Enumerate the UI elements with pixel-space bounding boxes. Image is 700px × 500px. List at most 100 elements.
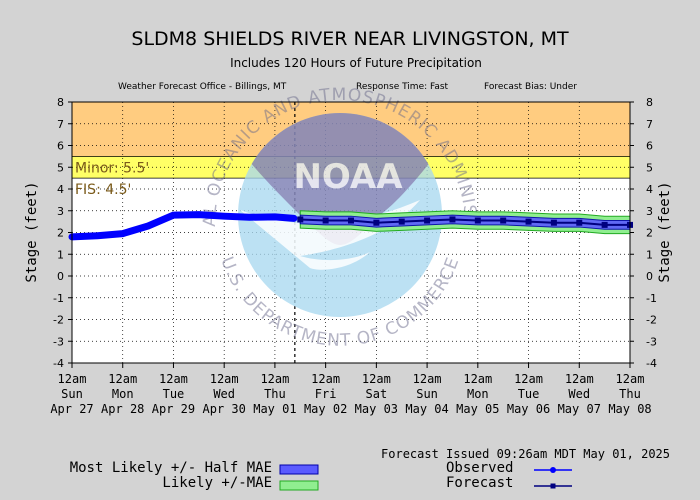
x-tick-date: May 03 — [355, 402, 398, 416]
y-tick-label-right: 3 — [646, 205, 653, 218]
x-tick-time: 12am — [159, 372, 188, 386]
y-tick-label-right: 8 — [646, 96, 653, 109]
y-tick-label-left: 7 — [57, 118, 64, 131]
x-tick-day: Sat — [366, 387, 388, 401]
forecast-office: Weather Forecast Office - Billings, MT — [118, 82, 287, 92]
forecast-point — [449, 216, 456, 223]
forecast-line — [299, 218, 631, 226]
observed-point — [170, 212, 176, 218]
forecast-point — [398, 218, 405, 225]
y-tick-label-left: -2 — [53, 314, 64, 327]
legend-marker-forecast — [550, 483, 556, 489]
y-tick-label-left: 6 — [57, 140, 64, 153]
x-tick-date: May 02 — [304, 402, 347, 416]
y-tick-label-left: 4 — [57, 183, 64, 196]
forecast-point — [297, 216, 304, 223]
legend-swatch-half-mae — [279, 464, 319, 475]
x-tick-time: 12am — [514, 372, 543, 386]
legend-label-observed: Observed — [446, 460, 513, 476]
y-tick-label-left: -4 — [53, 357, 64, 370]
forecast-point — [424, 217, 431, 224]
y-tick-label-right: 7 — [646, 118, 653, 131]
x-tick-time: 12am — [260, 372, 289, 386]
y-tick-label-right: -3 — [646, 335, 657, 348]
x-tick-day: Tue — [163, 387, 185, 401]
y-tick-labels: -4 -4 -3 -3 -2 -2 -1 -1 0 0 1 1 2 2 3 3 4 4 5 5 6 6 7 7 8 8 — [53, 96, 657, 370]
y-tick-label-right: -4 — [646, 357, 657, 370]
observed-point — [145, 223, 151, 229]
forecast-point — [322, 217, 329, 224]
y-tick-label-left: 8 — [57, 96, 64, 109]
x-tick-date: Apr 28 — [101, 402, 144, 416]
x-tick-time: 12am — [565, 372, 594, 386]
y-tick-label-left: 0 — [57, 270, 64, 283]
y-axis-label-right: Stage (feet) — [657, 181, 673, 282]
x-tick-day: Thu — [619, 387, 641, 401]
observed-point — [196, 212, 202, 218]
threshold-label-fis: FIS: 4.5' — [75, 182, 131, 198]
x-tick-day: Sun — [416, 387, 438, 401]
forecast-issued: Forecast Issued 09:26am MDT May 01, 2025 — [381, 447, 670, 461]
forecast-point — [601, 221, 608, 228]
forecast-point — [348, 217, 354, 224]
y-tick-label-right: 4 — [646, 183, 653, 196]
y-tick-label-left: 5 — [57, 161, 64, 174]
y-tick-label-right: -1 — [646, 292, 657, 305]
x-tick-time: 12am — [413, 372, 442, 386]
y-tick-label-right: -2 — [646, 314, 657, 327]
x-tick-date: May 08 — [608, 402, 651, 416]
observed-point — [291, 215, 297, 221]
x-tick-day: Mon — [467, 387, 489, 401]
y-tick-label-right: 0 — [646, 270, 653, 283]
x-tick-time: 12am — [616, 372, 645, 386]
forecast-point — [525, 218, 532, 225]
x-tick-date: May 07 — [558, 402, 601, 416]
x-tick-time: 12am — [58, 372, 87, 386]
uncertainty-bands — [299, 210, 631, 235]
x-tick-time: 12am — [463, 372, 492, 386]
x-tick-date: May 06 — [507, 402, 550, 416]
forecast-bias: Forecast Bias: Under — [484, 82, 577, 92]
noaa-bird-shape — [240, 113, 440, 245]
threshold-label-minor: Minor: 5.5' — [75, 160, 149, 176]
legend-marker-observed — [550, 467, 556, 473]
y-tick-label-left: -3 — [53, 335, 64, 348]
x-tick-time: 12am — [311, 372, 340, 386]
legend-label-half-mae: Most Likely +/- Half MAE — [70, 460, 272, 476]
y-tick-label-right: 5 — [646, 161, 653, 174]
observed-point — [94, 233, 100, 239]
legend: Most Likely +/- Half MAE Likely +/-MAE O… — [70, 460, 572, 491]
legend-label-mae: Likely +/-MAE — [162, 475, 272, 491]
y-tick-label-right: 1 — [646, 248, 653, 261]
forecast-point — [550, 219, 557, 226]
legend-swatch-mae — [279, 480, 319, 491]
y-tick-label-left: 3 — [57, 205, 64, 218]
x-tick-date: Apr 27 — [50, 402, 93, 416]
observed-line — [68, 211, 298, 241]
y-tick-label-left: 2 — [57, 227, 64, 240]
x-tick-date: Apr 30 — [203, 402, 246, 416]
chart-title: SLDM8 SHIELDS RIVER NEAR LIVINGSTON, MT — [131, 28, 569, 50]
y-tick-label-right: 6 — [646, 140, 653, 153]
x-tick-day: Tue — [518, 387, 540, 401]
forecast-point — [474, 217, 481, 224]
x-tick-time: 12am — [108, 372, 137, 386]
forecast-point — [576, 219, 583, 226]
x-tick-time: 12am — [210, 372, 239, 386]
observed-point — [272, 214, 278, 220]
y-axis-label-left: Stage (feet) — [24, 181, 40, 282]
x-tick-date: May 04 — [405, 402, 448, 416]
observed-point — [221, 213, 227, 219]
threshold-labels: Minor: 5.5' FIS: 4.5' — [75, 160, 149, 198]
x-tick-day: Fri — [315, 387, 337, 401]
forecast-point — [500, 217, 507, 224]
x-tick-day: Wed — [568, 387, 590, 401]
x-tick-date: Apr 29 — [152, 402, 195, 416]
response-time: Response Time: Fast — [356, 82, 449, 92]
chart-subtitle: Includes 120 Hours of Future Precipitati… — [230, 56, 482, 70]
x-tick-day: Wed — [213, 387, 235, 401]
legend-label-forecast: Forecast — [446, 475, 513, 491]
observed-point — [247, 214, 253, 220]
